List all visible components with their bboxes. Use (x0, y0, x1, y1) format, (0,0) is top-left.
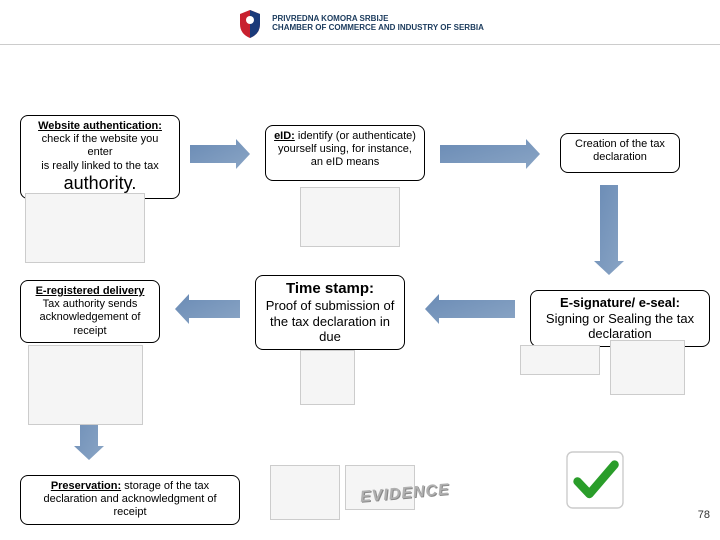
box-e-signature: E-signature/ e-seal: Signing or Sealing … (530, 290, 710, 347)
ereg-body: Tax authority sends acknowledgement of r… (29, 298, 151, 338)
timestamp-title: Time stamp: (264, 280, 396, 298)
logo-text: PRIVREDNA KOMORA SRBIJE CHAMBER OF COMME… (272, 15, 484, 33)
signature-placeholder (520, 345, 600, 375)
auth-big: authority. (29, 173, 171, 195)
box-preservation: Preservation: storage of the tax declara… (20, 475, 240, 525)
logo-row: PRIVREDNA KOMORA SRBIJE CHAMBER OF COMME… (0, 8, 720, 40)
flow-arrow-2 (590, 175, 628, 285)
page-number: 78 (698, 509, 710, 521)
auth-body2: is really linked to the tax (29, 160, 171, 173)
flow-arrow-4 (165, 290, 250, 328)
seal-placeholder (610, 340, 685, 395)
storage-tags-placeholder (270, 465, 340, 520)
box-eid: eID: identify (or authenticate) yourself… (265, 125, 425, 181)
ereg-title: E-registered delivery (29, 285, 151, 298)
box-creation: Creation of the tax declaration (560, 133, 680, 173)
creation-body: Creation of the tax declaration (569, 138, 671, 164)
auth-title: Website authentication: (29, 120, 171, 133)
preserve-lead: Preservation: (51, 480, 121, 492)
header: PRIVREDNA KOMORA SRBIJE CHAMBER OF COMME… (0, 0, 720, 45)
flow-arrow-1 (430, 135, 550, 173)
diagram-canvas: Website authentication: check if the web… (0, 45, 720, 525)
flow-arrow-3 (415, 290, 525, 328)
logo-shield-icon (236, 8, 264, 40)
esig-body: Signing or Sealing the tax declaration (539, 311, 701, 342)
eid-body: identify (or authenticate) yourself usin… (278, 130, 416, 168)
esig-title: E-signature/ e-seal: (539, 295, 701, 311)
clock-placeholder (300, 350, 355, 405)
flow-arrow-0 (180, 135, 260, 173)
timestamp-body: Proof of submission of the tax declarati… (264, 298, 396, 345)
auth-body1: check if the website you enter (29, 133, 171, 159)
checkmark-icon (560, 445, 630, 515)
box-timestamp: Time stamp: Proof of submission of the t… (255, 275, 405, 350)
box-website-authentication: Website authentication: check if the web… (20, 115, 180, 199)
org-line2: CHAMBER OF COMMERCE AND INDUSTRY OF SERB… (272, 24, 484, 33)
eid-lead: eID: (274, 130, 295, 142)
box-e-registered-delivery: E-registered delivery Tax authority send… (20, 280, 160, 343)
id-card-placeholder (300, 187, 400, 247)
website-screenshot-placeholder (25, 193, 145, 263)
erds-diagram-placeholder (28, 345, 143, 425)
